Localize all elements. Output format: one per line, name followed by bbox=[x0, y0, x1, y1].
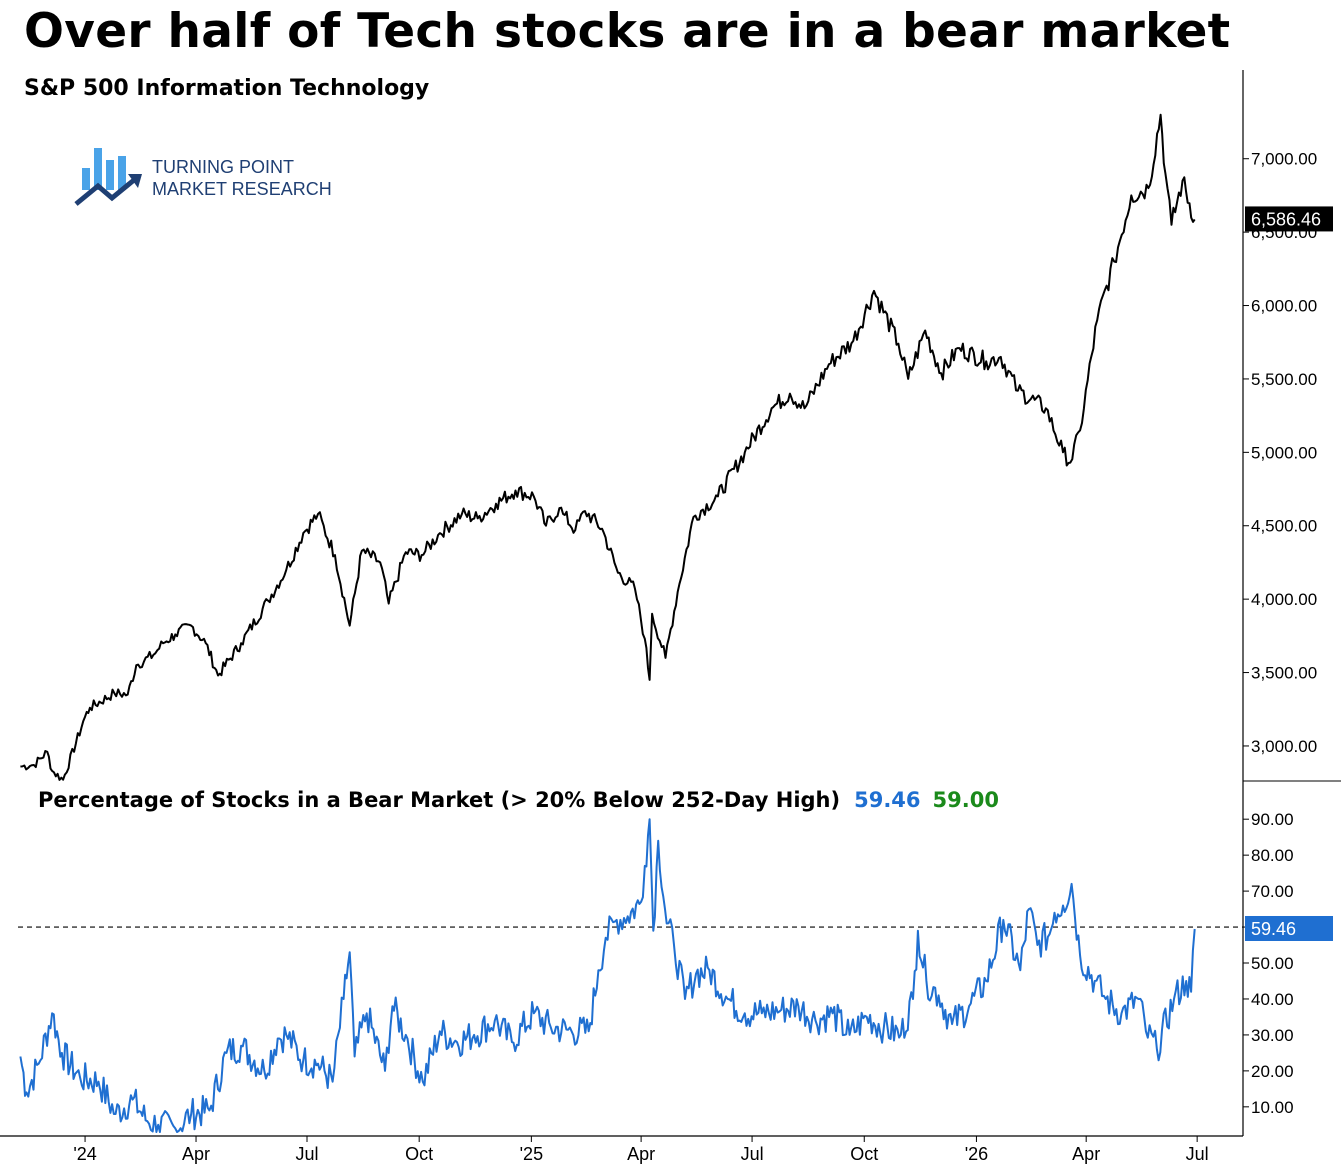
lower-y-tick-label: 10.00 bbox=[1251, 1098, 1294, 1117]
upper-y-tick-label: 4,000.00 bbox=[1251, 590, 1317, 609]
lower-y-tick-label: 30.00 bbox=[1251, 1026, 1294, 1045]
sp500-it-price-line bbox=[20, 113, 1196, 781]
x-tick-label: '26 bbox=[965, 1144, 988, 1164]
x-tick-label: Jul bbox=[1186, 1144, 1209, 1164]
lower-y-tick-label: 50.00 bbox=[1251, 954, 1294, 973]
lower-value-green: 59.00 bbox=[932, 788, 999, 812]
lower-y-tick-label: 70.00 bbox=[1251, 882, 1294, 901]
x-tick-label: Jul bbox=[295, 1144, 318, 1164]
x-tick-label: Apr bbox=[627, 1144, 655, 1164]
logo-line-1: TURNING POINT bbox=[152, 157, 294, 177]
upper-last-value-label: 6,586.46 bbox=[1251, 209, 1321, 229]
x-tick-label: Jul bbox=[741, 1144, 764, 1164]
upper-panel-title: S&P 500 Information Technology bbox=[24, 76, 430, 101]
lower-panel-title-text: Percentage of Stocks in a Bear Market (>… bbox=[38, 788, 841, 812]
lower-y-axis: 90.0080.0070.0060.0050.0040.0030.0020.00… bbox=[1243, 810, 1294, 1117]
upper-y-axis: 7,000.006,500.006,000.005,500.005,000.00… bbox=[1243, 150, 1317, 756]
bar-chart-arrow-icon bbox=[74, 148, 142, 206]
upper-y-tick-label: 5,000.00 bbox=[1251, 443, 1317, 462]
x-tick-label: Oct bbox=[405, 1144, 433, 1164]
lower-value-blue: 59.46 bbox=[854, 788, 921, 812]
lower-y-tick-label: 20.00 bbox=[1251, 1062, 1294, 1081]
last-value-badges: 6,586.46 59.46 bbox=[1245, 206, 1333, 941]
logo-line-2: MARKET RESEARCH bbox=[152, 179, 332, 199]
x-tick-label: '24 bbox=[73, 1144, 96, 1164]
x-tick-label: Apr bbox=[182, 1144, 210, 1164]
bear-market-percentage-line bbox=[19, 818, 1196, 1133]
lower-y-tick-label: 90.00 bbox=[1251, 810, 1294, 829]
upper-last-value-badge bbox=[1245, 206, 1333, 232]
upper-y-tick-label: 3,000.00 bbox=[1251, 737, 1317, 756]
lower-last-value-label: 59.46 bbox=[1251, 919, 1296, 939]
lower-y-tick-label: 40.00 bbox=[1251, 990, 1294, 1009]
x-axis: '24 Apr Jul Oct '25 Apr Jul Oct '26 Apr Jul bbox=[73, 1136, 1209, 1164]
upper-y-tick-label: 5,500.00 bbox=[1251, 370, 1317, 389]
lower-y-tick-label: 80.00 bbox=[1251, 846, 1294, 865]
lower-last-value-badge bbox=[1245, 915, 1333, 941]
upper-y-tick-label: 6,000.00 bbox=[1251, 297, 1317, 316]
x-tick-label: Oct bbox=[850, 1144, 878, 1164]
upper-y-tick-label: 7,000.00 bbox=[1251, 150, 1317, 169]
company-logo: TURNING POINT MARKET RESEARCH bbox=[74, 146, 334, 210]
x-tick-label: Apr bbox=[1072, 1144, 1100, 1164]
x-tick-label: '25 bbox=[520, 1144, 543, 1164]
chart-title: Over half of Tech stocks are in a bear m… bbox=[24, 4, 1231, 59]
upper-y-tick-label: 4,500.00 bbox=[1251, 517, 1317, 536]
lower-panel-title: Percentage of Stocks in a Bear Market (>… bbox=[38, 788, 999, 812]
upper-y-tick-label: 3,500.00 bbox=[1251, 664, 1317, 683]
